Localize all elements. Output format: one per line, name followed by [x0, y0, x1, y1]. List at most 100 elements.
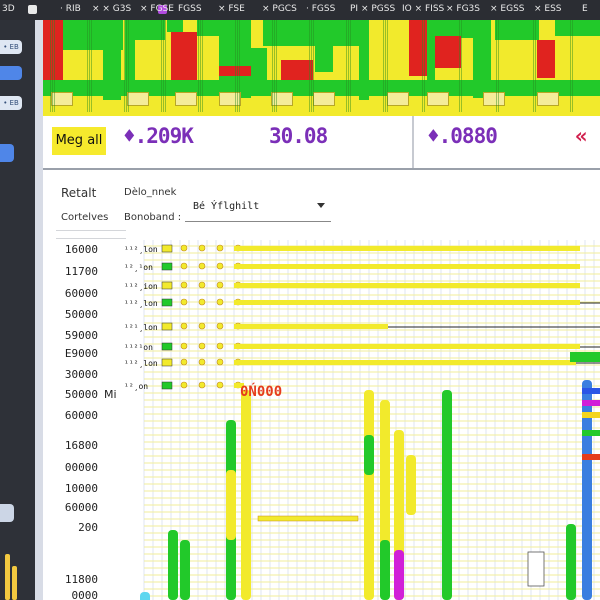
top-bar-item[interactable]: × EGSS [490, 4, 525, 14]
heatmap-gridline [239, 20, 240, 112]
row-marker [161, 342, 173, 351]
heatmap-gridline [498, 20, 499, 112]
row-dot [180, 244, 188, 252]
top-bar-item[interactable]: IO × FISS [402, 4, 445, 14]
dock-button[interactable]: • EB [0, 96, 22, 110]
top-bar-item[interactable]: × FG3S [446, 4, 480, 14]
row-dot [198, 244, 206, 252]
heatmap-cell [125, 40, 135, 96]
chart-bar [566, 524, 576, 600]
chart-bar [241, 390, 251, 600]
y-axis-value: 00000 [64, 461, 98, 474]
legend-swatch [582, 400, 600, 406]
legend-swatch [582, 412, 600, 418]
heatmap-cell [359, 20, 369, 100]
top-bar-item[interactable]: 3D [2, 4, 15, 14]
heatmap-marker[interactable] [127, 92, 149, 106]
data-label: Dèlo_nnek [124, 187, 177, 198]
legend-swatch [582, 388, 600, 394]
heatmap-cell [43, 20, 63, 80]
row-dot [198, 281, 206, 289]
dock-indicator [5, 554, 10, 600]
heatmap-marker[interactable] [271, 92, 293, 106]
heatmap-gridline [165, 20, 166, 112]
row-label: ¹²¹¸lon [124, 323, 158, 332]
row-dot [180, 322, 188, 330]
segment-pill[interactable]: Meg all [52, 127, 106, 155]
chart-bar [364, 390, 374, 600]
top-bar-item[interactable]: × ESS [534, 4, 562, 14]
heatmap-gridline [276, 20, 277, 112]
top-bar-item[interactable]: · RIB [60, 4, 81, 14]
top-bar-item[interactable]: · FGSS [306, 4, 336, 14]
heatmap-marker[interactable] [51, 92, 73, 106]
chart-bar [180, 540, 190, 600]
heatmap-marker[interactable] [483, 92, 505, 106]
y-axis-value: 16800 [64, 439, 98, 452]
y-axis-value: 60000 [64, 409, 98, 422]
top-bar-item[interactable]: × PGCS [262, 4, 297, 14]
heatmap-gridline [50, 20, 51, 112]
row-dot [216, 358, 224, 366]
heatmap-cell [125, 20, 165, 40]
metric-value: « [575, 124, 588, 148]
heatmap-gridline [533, 20, 534, 112]
row-dot [198, 358, 206, 366]
heatmap-gridline [309, 20, 310, 112]
heatmap-gridline [535, 20, 536, 112]
heatmap-cell [433, 20, 473, 38]
y-axis-value: 50000 [64, 308, 98, 321]
heatmap-marker[interactable] [427, 92, 449, 106]
dock-button[interactable]: • EB [0, 40, 22, 54]
app-icon[interactable] [158, 5, 167, 14]
dock-button[interactable] [0, 504, 14, 522]
metric-divider [412, 116, 414, 168]
top-bar-item[interactable]: E [582, 4, 588, 14]
metrics-row: Meg all ♦.209K 30.08 ♦.0880 « [43, 116, 600, 170]
row-label: ¹²¸on [124, 382, 148, 391]
top-bar: 3D · RIB × × G3S × FGSE FGSS × FSE × PGC… [0, 0, 600, 20]
y-axis-value: 59000 [64, 329, 98, 342]
app-icon[interactable] [28, 5, 37, 14]
dock-divider [35, 20, 43, 600]
heatmap-marker[interactable] [537, 92, 559, 106]
y-axis-value: 11800 [64, 573, 98, 586]
heatmap-cell [473, 20, 491, 98]
heatmap-gridline [124, 20, 125, 112]
top-bar-item[interactable]: FGSS [178, 4, 202, 14]
heatmap-cell [197, 20, 219, 36]
brand-select[interactable]: Bé Ýflghilt [185, 196, 331, 222]
metric-value: 30.08 [269, 124, 328, 148]
row-marker [161, 244, 173, 253]
row-dot [198, 381, 206, 389]
row-dot [180, 381, 188, 389]
dock-button[interactable] [0, 144, 14, 162]
row-label: ¹¹²¸lon [124, 245, 158, 254]
heatmap-cell [315, 20, 333, 72]
top-bar-item[interactable]: × FSE [218, 4, 245, 14]
heatmap-marker[interactable] [175, 92, 197, 106]
brand-label: Bonoband : [124, 212, 182, 223]
row-bar [234, 264, 580, 269]
row-dot [180, 358, 188, 366]
mini-panel [527, 551, 545, 587]
top-bar-item[interactable]: PI × PGSS [350, 4, 396, 14]
top-bar-item[interactable]: × × G3S [92, 4, 132, 14]
heatmap-gridline [87, 20, 88, 112]
heatmap-cell [555, 20, 600, 36]
heatmap-gridline [422, 20, 423, 112]
filter-divider [56, 238, 126, 239]
heatmap-gridline [126, 20, 127, 112]
heatmap-marker[interactable] [387, 92, 409, 106]
row-marker [161, 262, 173, 271]
dock-button[interactable] [0, 66, 22, 80]
heatmap-marker[interactable] [313, 92, 335, 106]
row-bar [234, 283, 580, 288]
heatmap-marker[interactable] [219, 92, 241, 106]
chart-bar [380, 540, 390, 600]
heatmap-cell [333, 20, 359, 46]
heatmap-gridline [91, 20, 92, 112]
row-bar [234, 324, 388, 329]
top-bar-item[interactable]: × FGSE [140, 4, 174, 14]
heatmap-gridline [348, 20, 349, 112]
